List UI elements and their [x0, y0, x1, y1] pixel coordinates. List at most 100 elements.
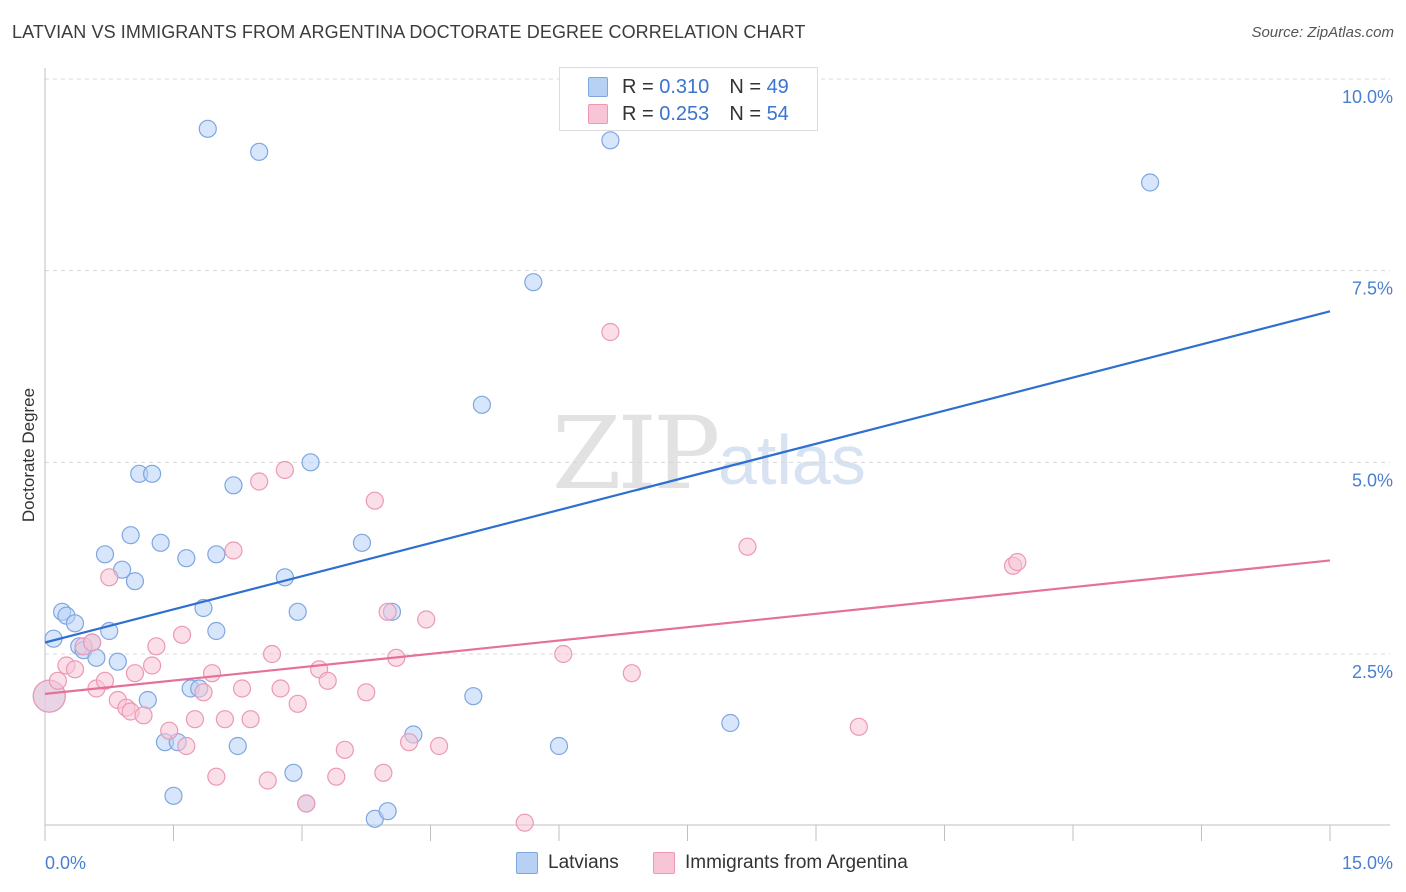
latvians-point [301, 453, 320, 472]
argentina-point [318, 671, 337, 690]
legend-n-label: N = [729, 102, 761, 125]
latvians-point [198, 119, 217, 138]
latvians-point [121, 526, 140, 545]
latvians-point [95, 545, 115, 564]
y-tick-label: 2.5% [1352, 662, 1393, 682]
argentina-point [399, 733, 419, 752]
argentina-point [738, 537, 757, 556]
legend-r-label: R = [622, 102, 654, 125]
legend-r-label: R = [622, 75, 654, 98]
argentina-point [429, 736, 449, 756]
argentina-point [142, 656, 162, 675]
argentina-point [185, 710, 205, 729]
argentina-point [335, 740, 354, 759]
argentina-point [207, 767, 226, 786]
argentina-point [172, 625, 192, 644]
legend-row-latvians: R = 0.310 N = 49 [588, 74, 789, 100]
latvians-point [284, 763, 303, 782]
latvians-point [352, 533, 372, 552]
argentina-point [232, 679, 252, 698]
source-attribution: Source: ZipAtlas.com [1251, 24, 1394, 41]
argentina-point [202, 664, 222, 683]
y-tick-label: 7.5% [1352, 279, 1393, 299]
latvians-point [472, 395, 491, 414]
argentina-point [48, 671, 67, 690]
bottom-legend-swatch-latvians [516, 852, 538, 874]
latvians-point [164, 786, 183, 805]
latvians-point [65, 614, 85, 633]
x-tick-label-max: 15.0% [1342, 853, 1393, 873]
watermark-atlas: atlas [718, 421, 866, 499]
bottom-legend-latvians: Latvians [516, 852, 619, 874]
latvians-point [151, 533, 170, 552]
argentina-point [147, 637, 166, 656]
bottom-legend-label-latvians: Latvians [548, 852, 619, 873]
argentina-point [288, 694, 307, 713]
latvians-point [138, 690, 157, 710]
argentina-point [224, 541, 243, 560]
argentina-point [177, 736, 196, 756]
argentina-point [271, 679, 290, 698]
argentina-point [275, 460, 294, 480]
latvians-point [177, 549, 196, 568]
argentina-point [134, 706, 153, 725]
x-tick-label-min: 0.0% [45, 853, 86, 873]
argentina-point [258, 771, 277, 790]
latvians-point [549, 736, 569, 756]
legend-n-label: N = [729, 75, 761, 98]
latvians-point [601, 131, 620, 150]
watermark-zip: ZIP [552, 395, 720, 512]
data-points [32, 119, 1160, 832]
argentina-point [250, 472, 269, 491]
argentina-point [194, 683, 213, 702]
latvians-point [125, 572, 145, 591]
argentina-point [417, 610, 436, 629]
legend-swatch-argentina [588, 104, 608, 124]
argentina-point [215, 710, 234, 729]
legend-n-value-latvians: 49 [766, 75, 789, 98]
argentina-point [622, 664, 641, 683]
y-tick-label: 5.0% [1352, 470, 1393, 490]
legend-r-value-latvians: 0.310 [659, 75, 710, 98]
argentina-point [515, 813, 534, 832]
legend-r-value-argentina: 0.253 [659, 102, 710, 125]
argentina-point [357, 683, 376, 702]
argentina-point [65, 660, 85, 679]
bottom-legend-argentina: Immigrants from Argentina [653, 852, 908, 874]
latvians-point [108, 652, 127, 671]
latvians-point [207, 621, 226, 641]
latvians-trend-line [44, 310, 1331, 644]
latvians-point [464, 687, 483, 706]
latvians-point [228, 736, 247, 756]
argentina-point [125, 664, 145, 683]
argentina-point [241, 710, 260, 729]
latvians-point [142, 464, 162, 483]
bottom-legend-label-argentina: Immigrants from Argentina [685, 852, 908, 873]
latvians-point [721, 713, 740, 733]
argentina-point [378, 602, 397, 621]
argentina-point [95, 671, 115, 690]
bottom-legend-swatch-argentina [653, 852, 675, 874]
argentina-point [262, 644, 282, 664]
argentina-point [554, 644, 573, 664]
argentina-point [100, 568, 119, 587]
latvians-point [250, 142, 269, 161]
latvians-point [1140, 173, 1160, 192]
y-axis-label: Doctorate Degree [19, 388, 38, 522]
latvians-point [207, 545, 226, 564]
argentina-point [83, 633, 102, 652]
latvians-point [288, 602, 307, 621]
chart-title: LATVIAN VS IMMIGRANTS FROM ARGENTINA DOC… [12, 22, 806, 42]
argentina-point [160, 721, 179, 740]
legend: R = 0.310 N = 49 R = 0.253 N = 54 [559, 67, 818, 131]
latvians-point [524, 273, 543, 292]
legend-row-argentina: R = 0.253 N = 54 [588, 101, 789, 127]
argentina-point [327, 767, 346, 786]
argentina-point [297, 794, 316, 813]
latvians-point [224, 476, 243, 495]
y-tick-label: 10.0% [1342, 87, 1393, 107]
tick-labels: 2.5% 5.0% 7.5% 10.0% 0.0% 15.0% [45, 87, 1393, 873]
grid-lines [45, 78, 1390, 655]
argentina-point [374, 763, 393, 782]
